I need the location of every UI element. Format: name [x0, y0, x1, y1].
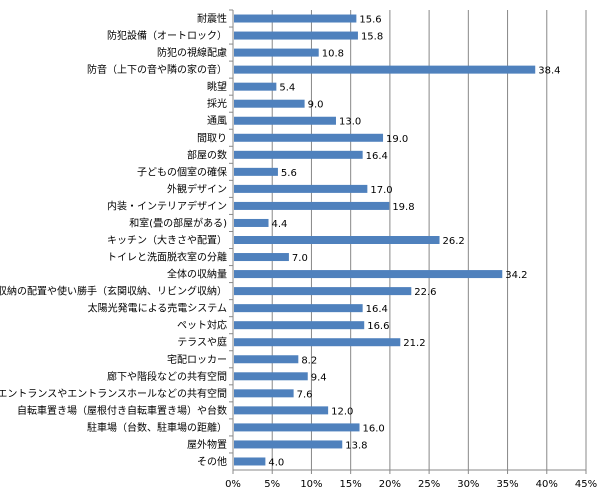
x-tick-label: 5% — [264, 479, 280, 490]
bar — [234, 150, 363, 159]
bar — [234, 133, 384, 142]
data-label: 16.6 — [367, 321, 389, 332]
x-tick-label: 45% — [575, 479, 597, 490]
category-label: 全体の収納量 — [167, 268, 227, 281]
category-label: 眺望 — [207, 80, 227, 93]
bar — [234, 48, 319, 57]
bar — [234, 304, 363, 313]
category-label: 防犯の視線配慮 — [157, 46, 227, 59]
category-label: 間取り — [197, 132, 227, 144]
x-tick-label: 15% — [340, 479, 362, 490]
x-tick-label: 0% — [225, 479, 241, 490]
category-label: 防犯設備（オートロック） — [107, 29, 227, 42]
x-tick-label: 40% — [536, 479, 558, 490]
bar — [234, 116, 336, 125]
data-label: 26.2 — [443, 236, 465, 247]
data-label: 22.6 — [414, 287, 436, 298]
x-tick-label: 25% — [418, 479, 440, 490]
bar — [234, 31, 358, 40]
x-tick-label: 30% — [457, 479, 479, 490]
data-label: 21.2 — [403, 338, 425, 349]
bar — [234, 389, 294, 398]
category-label: その他 — [197, 455, 227, 468]
data-label: 8.2 — [301, 355, 317, 366]
data-label: 5.6 — [281, 168, 297, 179]
data-label: 13.8 — [345, 440, 367, 451]
data-label: 4.4 — [272, 219, 288, 230]
bar — [234, 236, 440, 244]
bar — [234, 457, 266, 466]
category-label: 太陽光発電による売電システム — [88, 302, 227, 315]
bar — [234, 82, 277, 91]
category-label: 収納の配置や使い勝手（玄関収納、リビング収納） — [0, 285, 227, 298]
bar — [234, 99, 305, 108]
bar — [234, 218, 269, 227]
x-tick-label: 35% — [496, 479, 518, 490]
category-label: 通風 — [207, 115, 227, 127]
data-label: 15.6 — [359, 15, 381, 26]
bar — [234, 355, 299, 364]
x-tick-label: 10% — [300, 479, 322, 490]
category-label: 屋外物置 — [187, 438, 227, 451]
category-label: 耐震性 — [197, 12, 227, 25]
bar — [234, 423, 360, 432]
category-label: 和室(畳の部屋がある) — [129, 216, 227, 229]
data-label: 13.0 — [339, 117, 361, 128]
data-label: 38.4 — [538, 66, 560, 77]
data-label: 9.0 — [308, 100, 324, 111]
data-label: 5.4 — [279, 83, 295, 94]
data-label: 34.2 — [505, 270, 527, 281]
data-label: 17.0 — [370, 185, 392, 196]
bar — [234, 201, 390, 210]
category-label: 内装・インテリアデザイン — [107, 199, 227, 212]
data-label: 12.0 — [331, 406, 353, 417]
data-label: 7.0 — [292, 253, 308, 264]
bar — [234, 65, 536, 74]
bar — [234, 287, 412, 296]
bar — [234, 253, 289, 262]
category-label: 廊下や階段などの共有空間 — [107, 370, 227, 383]
data-label: 7.6 — [297, 389, 313, 400]
category-label: エントランスやエントランスホールなどの共有空間 — [0, 387, 227, 400]
data-label: 19.8 — [392, 202, 414, 213]
category-label: 宅配ロッカー — [167, 353, 227, 366]
bar — [234, 338, 401, 347]
category-label: 子どもの個室の確保 — [137, 165, 227, 178]
data-label: 16.4 — [366, 151, 388, 162]
category-label: ペット対応 — [177, 319, 227, 332]
data-label: 16.0 — [363, 423, 385, 434]
data-label: 9.4 — [311, 372, 327, 383]
category-label: キッチン（大きさや配置） — [107, 234, 227, 247]
bar — [234, 372, 308, 381]
category-label: テラスや庭 — [177, 336, 227, 349]
bar — [234, 321, 365, 330]
x-tick-label: 20% — [379, 479, 401, 490]
category-label: 自転車置き場（屋根付き自転車置き場）や台数 — [17, 404, 227, 417]
bar — [234, 184, 368, 193]
category-label: トイレと洗面脱衣室の分離 — [107, 251, 227, 264]
bar — [234, 14, 357, 23]
data-label: 4.0 — [268, 457, 284, 468]
bar — [234, 406, 329, 415]
data-label: 15.8 — [361, 32, 383, 43]
data-label: 16.4 — [366, 304, 388, 315]
data-label: 10.8 — [322, 49, 344, 60]
category-label: 防音（上下の音や隣の家の音） — [87, 63, 227, 76]
bar — [234, 440, 343, 449]
bar — [234, 167, 278, 176]
category-label: 外観デザイン — [167, 182, 227, 195]
category-label: 採光 — [207, 97, 227, 110]
data-label: 19.0 — [386, 134, 408, 145]
bar — [234, 270, 503, 279]
category-label: 部屋の数 — [187, 148, 227, 161]
category-label: 駐車場（台数、駐車場の距離） — [87, 421, 227, 434]
